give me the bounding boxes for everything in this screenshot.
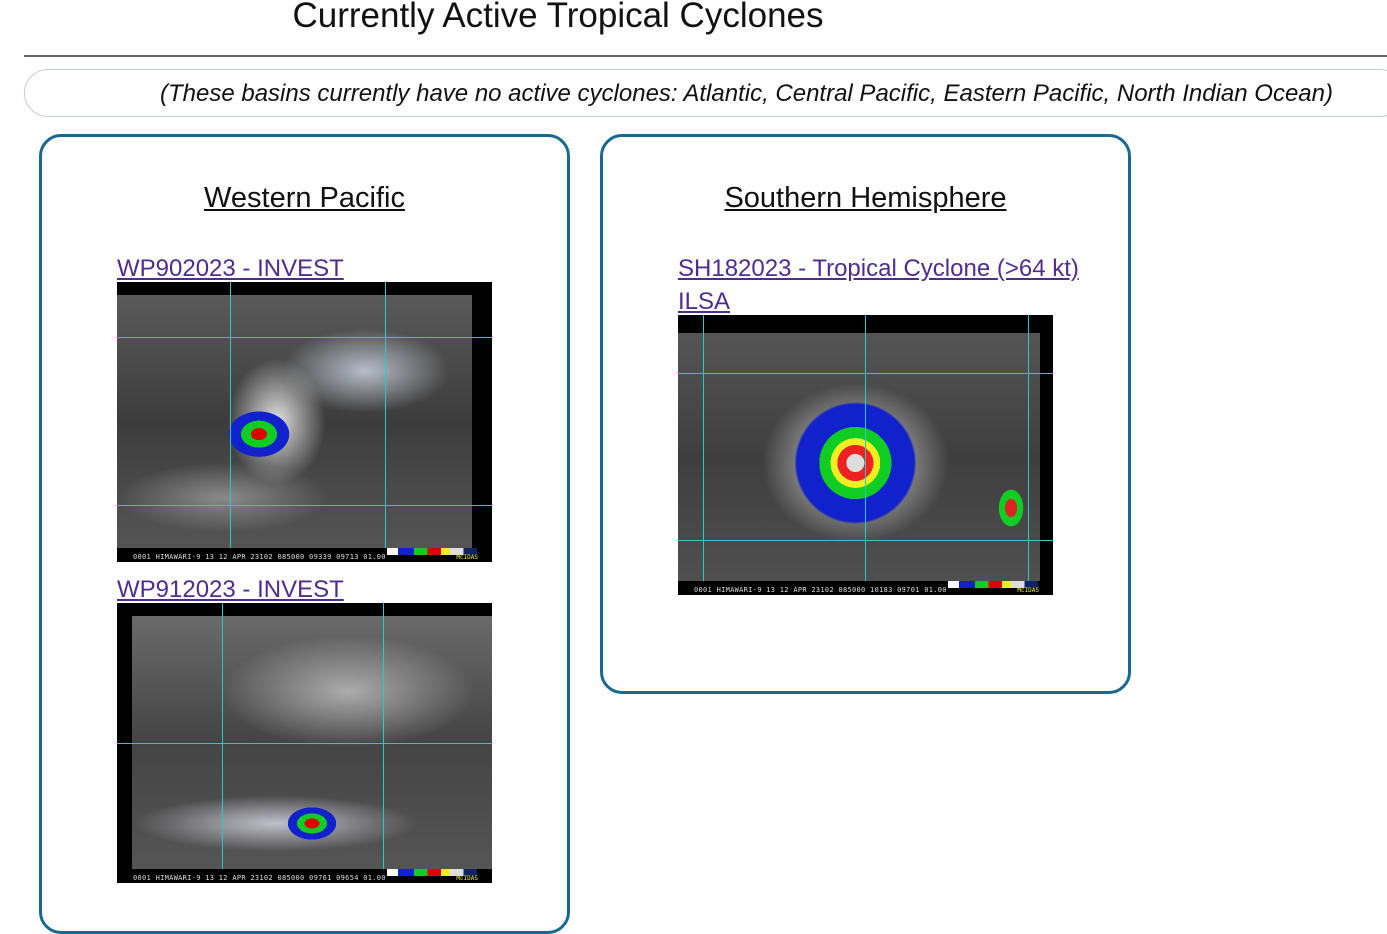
- image-caption: 0001 HIMAWARI-9 13 12 APR 23102 085000 0…: [133, 553, 386, 561]
- image-caption: 0001 HIMAWARI-9 13 12 APR 23102 085000 0…: [133, 874, 386, 882]
- color-scale: [387, 869, 477, 876]
- basin-card-southern-hemisphere: Southern Hemisphere SH182023 - Tropical …: [600, 134, 1131, 694]
- basin-card-western-pacific: Western Pacific WP902023 - INVEST 0001 H…: [39, 134, 570, 934]
- image-brand: McIDAS: [1017, 587, 1039, 594]
- ir-imagery: [678, 333, 1040, 583]
- ir-imagery: [117, 295, 472, 548]
- storm-link-sh18-name[interactable]: ILSA: [678, 288, 731, 315]
- storm-link-wp90[interactable]: WP902023 - INVEST: [117, 255, 344, 282]
- satellite-image-wp91[interactable]: 0001 HIMAWARI-9 13 12 APR 23102 085000 0…: [117, 603, 492, 883]
- ir-imagery: [132, 616, 492, 869]
- satellite-image-sh18[interactable]: 0001 HIMAWARI-9 13 12 APR 23102 085000 1…: [678, 315, 1053, 595]
- image-brand: McIDAS: [456, 554, 478, 561]
- inactive-basins-text: (These basins currently have no active c…: [160, 80, 1333, 107]
- title-divider: [24, 55, 1387, 57]
- image-brand: McIDAS: [456, 875, 478, 882]
- image-caption: 0001 HIMAWARI-9 13 12 APR 23102 085000 1…: [694, 586, 947, 594]
- storm-link-wp91[interactable]: WP912023 - INVEST: [117, 576, 344, 603]
- page-title: Currently Active Tropical Cyclones: [292, 0, 824, 35]
- color-scale: [948, 581, 1038, 588]
- satellite-image-wp90[interactable]: 0001 HIMAWARI-9 13 12 APR 23102 085000 0…: [117, 282, 492, 562]
- basin-heading: Western Pacific: [204, 182, 405, 214]
- color-scale: [387, 548, 477, 555]
- basin-heading: Southern Hemisphere: [724, 182, 1007, 214]
- inactive-basins-notice: (These basins currently have no active c…: [24, 69, 1387, 117]
- storm-link-sh18[interactable]: SH182023 - Tropical Cyclone (>64 kt): [678, 255, 1079, 282]
